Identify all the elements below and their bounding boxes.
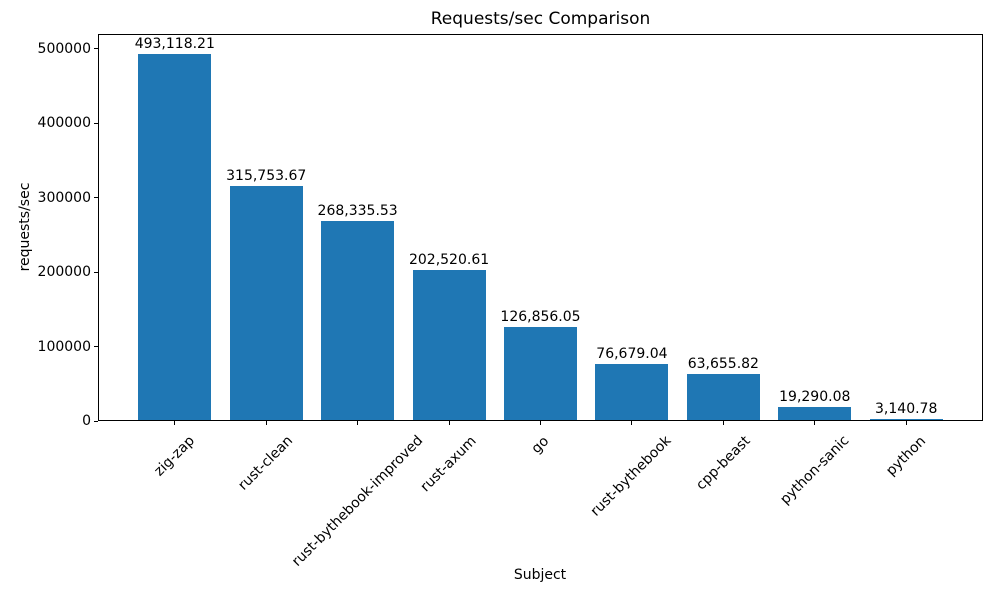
bar-value-label: 19,290.08: [779, 388, 851, 405]
x-tick: [448, 421, 450, 425]
bar-rust-bythebook-improved: [321, 221, 395, 420]
x-tick-label: python: [882, 432, 929, 479]
y-tick: [94, 420, 98, 422]
bar-value-label: 63,655.82: [687, 355, 759, 372]
bar-value-label: 493,118.21: [134, 36, 215, 52]
x-tick-label: cpp-beast: [692, 432, 754, 494]
bar-value-label: 202,520.61: [408, 252, 490, 269]
x-tick: [357, 421, 359, 425]
y-tick: [94, 122, 98, 124]
y-tick: [94, 346, 98, 348]
x-tick-label: zig-zap: [151, 432, 198, 480]
bar-value-label: 268,335.53: [317, 203, 398, 220]
bar-zig-zap: [138, 54, 212, 420]
x-tick: [722, 421, 724, 425]
bar-value-label: 315,753.67: [226, 168, 307, 184]
x-tick-label: rust-axum: [417, 433, 480, 496]
x-tick-label: rust-bythebook: [588, 433, 675, 520]
y-tick-label: 0: [82, 413, 91, 429]
y-tick: [94, 48, 98, 50]
bar-python: [869, 418, 943, 420]
y-tick: [94, 197, 98, 199]
y-tick-label: 100000: [37, 338, 91, 355]
x-tick-label: rust-clean: [235, 432, 297, 494]
bar-rust-axum: [412, 270, 486, 420]
y-tick-label: 400000: [37, 115, 91, 132]
x-tick-label: go: [528, 432, 553, 457]
y-tick-label: 500000: [37, 40, 91, 57]
x-tick: [631, 421, 633, 425]
x-tick: [265, 421, 267, 425]
x-axis-title: Subject: [513, 567, 567, 583]
bar-value-label: 126,856.05: [500, 308, 581, 325]
bar-rust-bythebook: [595, 363, 669, 420]
x-tick: [540, 421, 541, 425]
bar-value-label: 3,140.78: [875, 400, 938, 417]
bar-value-label: 76,679.04: [596, 345, 668, 362]
y-tick-label: 300000: [37, 189, 91, 206]
y-tick-label: 200000: [37, 264, 91, 281]
bar-cpp-beast: [686, 373, 760, 420]
bar-python-sanic: [778, 406, 852, 420]
x-tick: [174, 421, 176, 425]
x-tick: [905, 421, 907, 425]
x-tick-label: rust-bythebook-improved: [288, 432, 426, 571]
y-tick: [94, 271, 98, 273]
x-tick-label: python-sanic: [776, 432, 853, 509]
x-tick: [814, 421, 816, 425]
chart-title: Requests/sec Comparison: [430, 9, 651, 29]
bar-go: [503, 326, 578, 420]
bar-rust-clean: [229, 186, 303, 420]
